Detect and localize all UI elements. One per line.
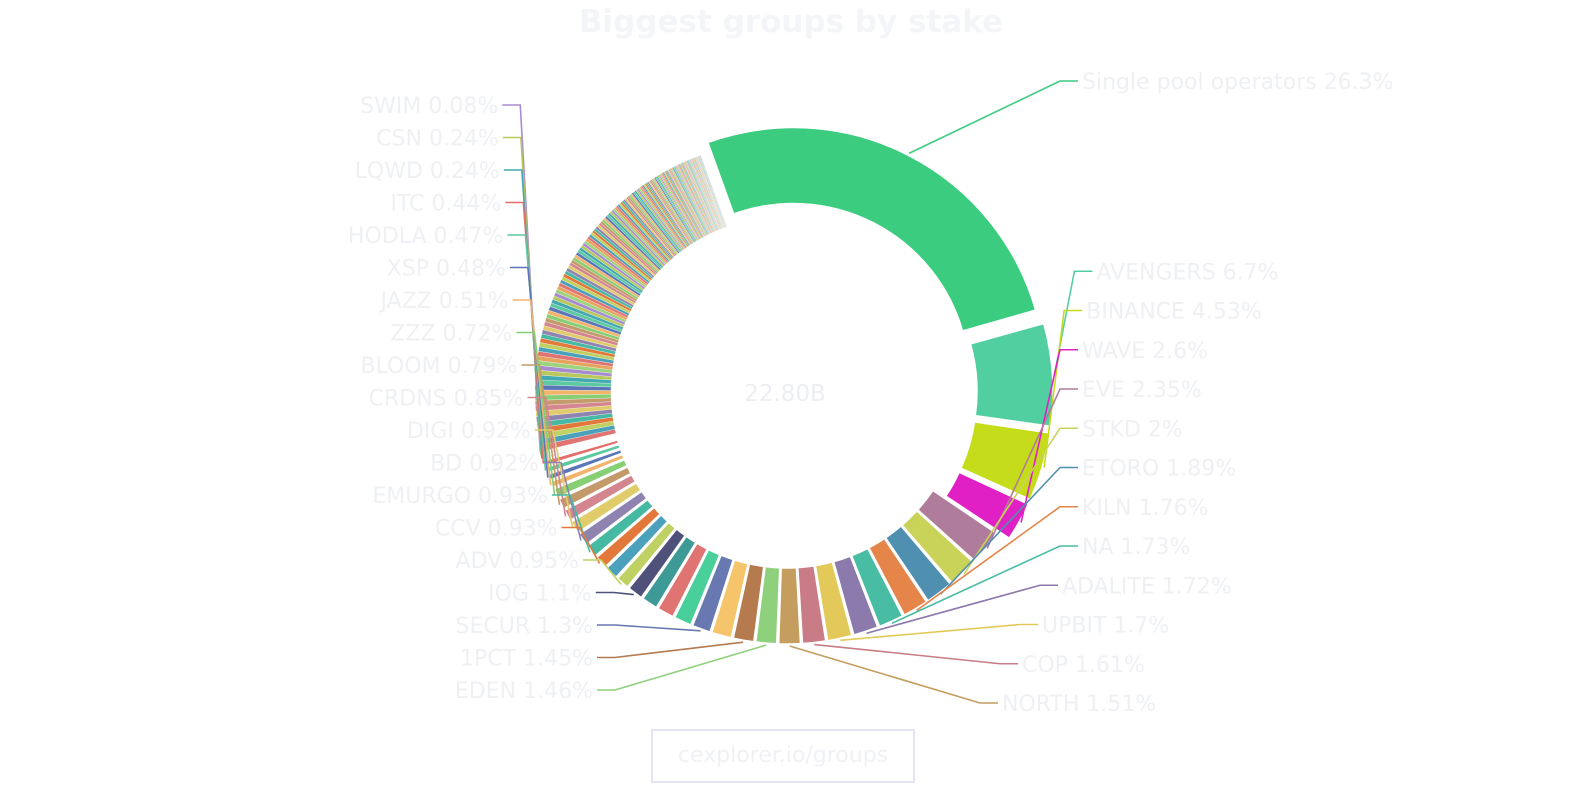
slice-label: WAVE 2.6%: [1082, 339, 1208, 364]
slice-label: SWIM 0.08%: [360, 94, 498, 119]
source-link[interactable]: cexplorer.io/groups: [651, 729, 915, 783]
slice-label: AVENGERS 6.7%: [1096, 260, 1278, 285]
pie-slice-na[interactable]: [850, 547, 904, 628]
pie-slice-eden[interactable]: [754, 565, 781, 645]
slice-label: EMURGO 0.93%: [372, 484, 548, 509]
slice-label: IOG 1.1%: [488, 582, 592, 607]
pie-slice-etoro[interactable]: [884, 525, 952, 602]
pie-slice-secur[interactable]: [691, 554, 735, 633]
slice-label: DIGI 0.92%: [407, 419, 531, 444]
slice-layer: [534, 126, 1054, 645]
leader-line: [527, 396, 567, 517]
slice-label: SECUR 1.3%: [456, 614, 594, 639]
leader-line: [505, 201, 545, 464]
pie-slice[interactable]: [673, 548, 721, 626]
pie-slice-cop[interactable]: [797, 565, 827, 645]
leader-line: [891, 545, 1078, 624]
leader-line: [542, 461, 582, 541]
pie-slice-avengers[interactable]: [969, 322, 1054, 428]
leader-line: [521, 364, 561, 506]
leader-layer: [502, 80, 1093, 704]
pie-slice-upbit[interactable]: [814, 561, 853, 642]
pie-slice-digi[interactable]: [570, 481, 642, 534]
pie-slice[interactable]: [710, 559, 749, 639]
slice-label: CSN 0.24%: [376, 127, 499, 152]
slice-label: STKD 2%: [1082, 417, 1183, 442]
pie-slice-other[interactable]: [534, 389, 612, 396]
leader-line: [597, 644, 767, 691]
pie-slice-bloom[interactable]: [557, 465, 633, 510]
slice-label: BLOOM 0.79%: [360, 354, 517, 379]
slice-label: XSP 0.48%: [387, 257, 506, 282]
label-layer: Single pool operators 26.3% AVENGERS 6.7%…: [348, 70, 1394, 717]
leader-line: [866, 584, 1058, 635]
slice-label: KILN 1.76%: [1082, 496, 1209, 521]
slice-label: BD 0.92%: [430, 452, 539, 477]
slice-label: CRDNS 0.85%: [369, 387, 524, 412]
pie-slice-kiln[interactable]: [867, 537, 928, 617]
leader-line: [840, 623, 1038, 642]
pie-slice-bd[interactable]: [577, 490, 648, 546]
slice-label: ITC 0.44%: [390, 192, 501, 217]
center-total-label: 22.80B: [744, 381, 826, 407]
leader-line: [789, 645, 998, 704]
slice-label: JAZZ 0.51%: [378, 289, 508, 314]
pie-slice-adalite[interactable]: [832, 555, 879, 636]
slice-label: NORTH 1.51%: [1002, 692, 1156, 717]
chart-title: Biggest groups by stake: [578, 4, 1004, 40]
leader-line: [507, 234, 547, 471]
leader-line: [595, 591, 634, 596]
slice-label: CCV 0.93%: [435, 517, 558, 542]
slice-label: LQWD 0.24%: [355, 159, 500, 184]
leader-line: [583, 559, 622, 585]
leader-line: [509, 266, 549, 478]
pie-slice-1pct[interactable]: [732, 563, 765, 643]
leader-line: [916, 505, 1078, 612]
leader-line: [516, 331, 556, 495]
slice-label: ADALITE 1.72%: [1062, 574, 1232, 599]
slice-label: EDEN 1.46%: [455, 679, 593, 704]
slice-label: BINANCE 4.53%: [1086, 300, 1262, 325]
pie-slice-ccv[interactable]: [595, 506, 662, 568]
leader-line: [1043, 309, 1083, 468]
slice-label: ZZZ 0.72%: [390, 322, 512, 347]
leader-line: [597, 624, 701, 632]
leader-line: [597, 641, 744, 659]
slice-label: COP 1.61%: [1022, 653, 1145, 678]
leader-line: [814, 643, 1018, 665]
leader-line: [561, 526, 601, 564]
pie-slice[interactable]: [641, 535, 697, 609]
pie-slice-north[interactable]: [777, 566, 802, 645]
slice-label: ETORO 1.89%: [1082, 457, 1236, 482]
pie-slice-adv[interactable]: [616, 521, 677, 589]
leader-line: [940, 466, 1078, 595]
pie-slice-other[interactable]: [699, 155, 727, 227]
slice-label: EVE 2.35%: [1082, 378, 1202, 403]
pie-slice-stkd[interactable]: [901, 509, 975, 584]
pie-slice-single-pool-operators[interactable]: [706, 126, 1037, 332]
leader-line: [986, 388, 1078, 549]
leader-line: [512, 299, 552, 486]
pie-slice-iog[interactable]: [627, 528, 687, 599]
slice-label: UPBIT 1.7%: [1042, 614, 1169, 639]
leader-line: [963, 427, 1078, 575]
slice-label: HODLA 0.47%: [348, 224, 504, 249]
slice-label: NA 1.73%: [1082, 535, 1190, 560]
pie-slice-crdns[interactable]: [563, 473, 637, 522]
slice-label: ADV 0.95%: [456, 549, 580, 574]
leader-line: [908, 80, 1078, 155]
slice-label: Single pool operators 26.3%: [1082, 70, 1394, 95]
pie-slice[interactable]: [657, 542, 709, 618]
leader-line: [1020, 348, 1078, 523]
slice-label: 1PCT 1.45%: [460, 647, 593, 672]
